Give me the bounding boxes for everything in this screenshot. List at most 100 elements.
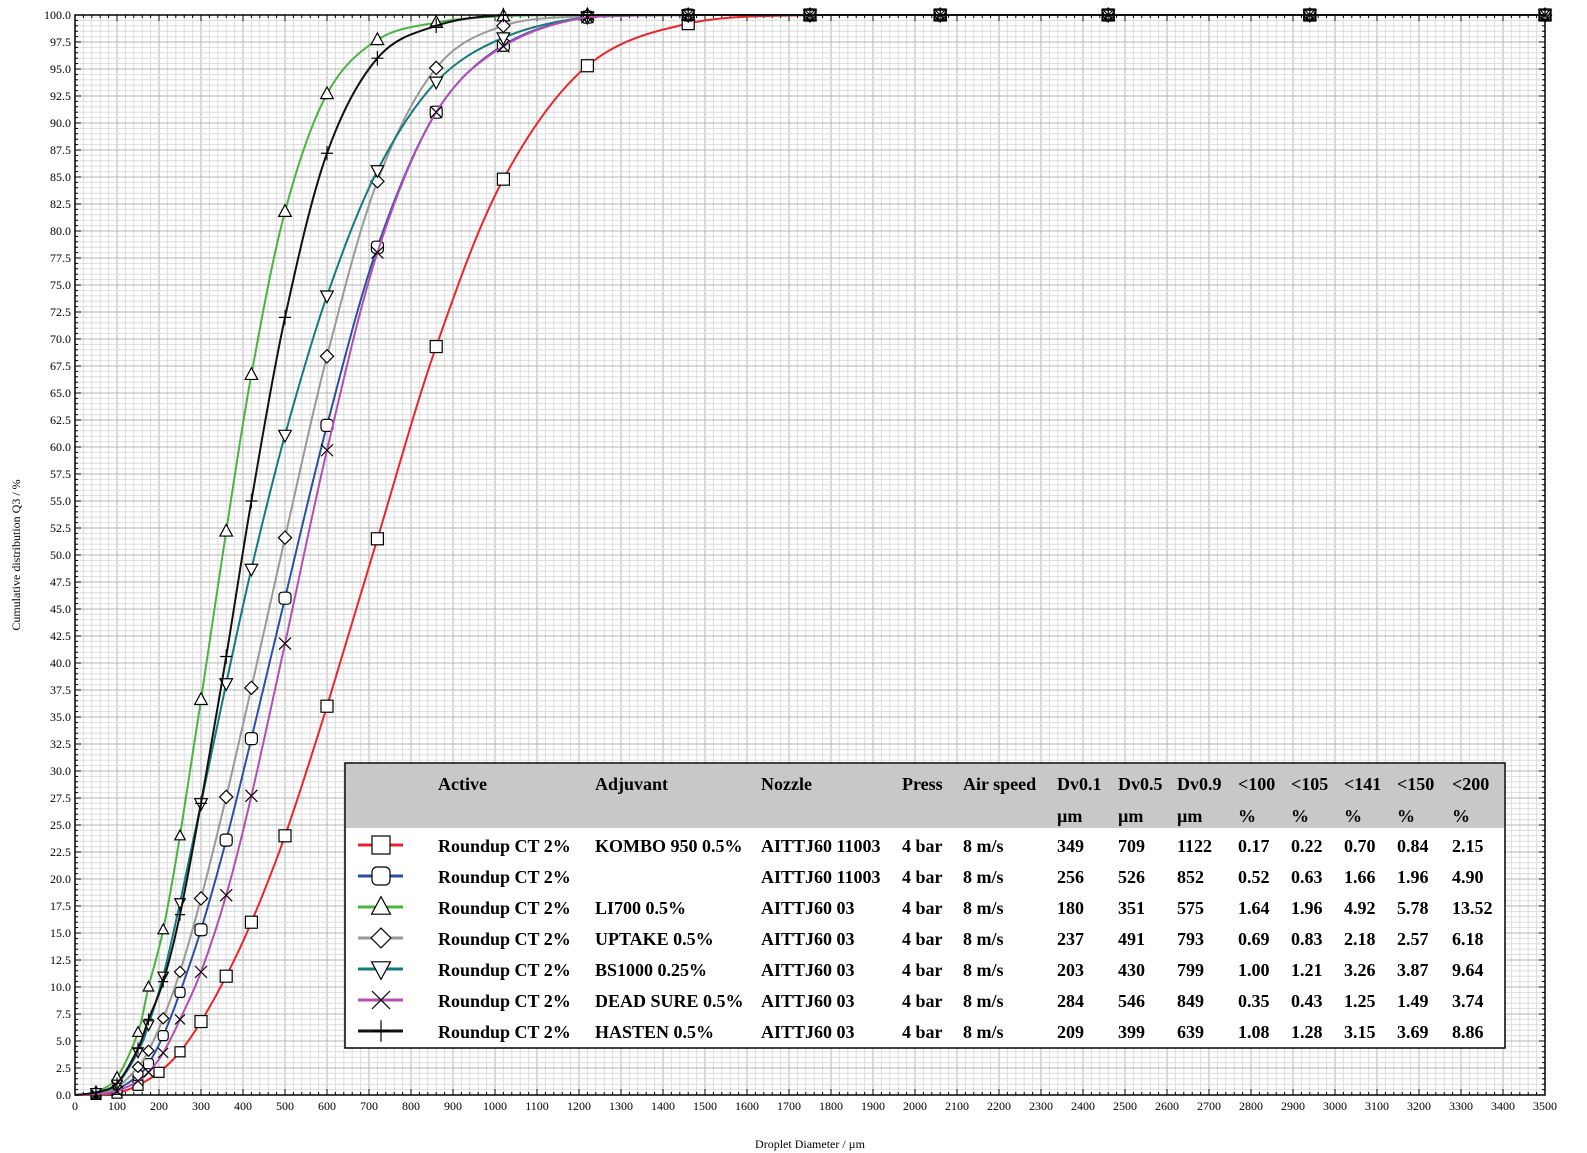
x-tick-label: 3200 [1407,1099,1431,1113]
legend-cell: AITTJ60 03 [761,960,855,980]
y-tick-label: 25.0 [50,818,71,832]
data-point [245,493,258,509]
legend-cell: 4 bar [902,960,943,980]
x-tick-label: 400 [234,1099,252,1113]
legend-unit-cell: % [1452,806,1470,826]
y-tick-label: 17.5 [50,899,71,913]
data-point [370,165,385,179]
legend-cell: 3.15 [1344,1022,1376,1042]
legend-cell: 0.52 [1238,867,1270,887]
legend-cell: 1.64 [1238,898,1270,918]
legend-cell: 4 bar [902,836,943,856]
data-point [428,60,444,76]
x-tick-label: 1100 [525,1099,549,1113]
legend-marker [371,866,391,886]
legend-cell: LI700 0.5% [595,898,686,918]
legend-cell: Roundup CT 2% [438,1022,571,1042]
y-tick-label: 57.5 [50,467,71,481]
legend-cell: 491 [1118,929,1145,949]
legend-cell: 180 [1057,898,1084,918]
data-point [1102,7,1115,23]
legend-cell: 399 [1118,1022,1145,1042]
data-point [174,1013,186,1025]
x-tick-label: 800 [402,1099,420,1113]
legend-cell: 4 bar [902,867,943,887]
y-tick-label: 90.0 [50,116,71,130]
x-tick-label: 500 [276,1099,294,1113]
legend-cell: UPTAKE 0.5% [595,929,714,949]
legend-cell: AITTJ60 03 [761,898,855,918]
legend-cell: 0.69 [1238,929,1270,949]
data-point [581,7,594,23]
data-point [218,523,234,537]
legend-cell: 0.70 [1344,836,1376,856]
legend-cell: 0.84 [1397,836,1429,856]
data-point [193,890,209,906]
data-point [243,680,259,696]
legend-cell: 4.90 [1452,867,1484,887]
y-tick-label: 65.0 [50,386,71,400]
data-point [132,1075,144,1087]
legend-cell: HASTEN 0.5% [595,1022,714,1042]
data-point [143,1066,154,1078]
x-tick-label: 2300 [1029,1099,1053,1113]
data-point [157,1047,169,1059]
y-tick-label: 75.0 [50,278,71,292]
legend-cell: Roundup CT 2% [438,991,571,1011]
series-7 [74,7,1551,1099]
legend-cell: 793 [1177,929,1204,949]
x-tick-label: 1400 [651,1099,675,1113]
legend-header-cell: <200 [1452,774,1489,794]
data-point [244,563,259,578]
legend-cell: 6.18 [1452,929,1484,949]
legend-cell: 3.87 [1397,960,1429,980]
x-tick-label: 2700 [1197,1099,1221,1113]
legend-cell: 0.43 [1291,991,1323,1011]
legend-cell: AITTJ60 11003 [761,867,881,887]
x-tick-label: 2500 [1113,1099,1137,1113]
y-tick-label: 82.5 [50,197,71,211]
y-tick-label: 2.5 [56,1061,71,1075]
y-tick-label: 50.0 [50,548,71,562]
legend-header-cell: Nozzle [761,774,812,794]
legend-cell: 8 m/s [963,1022,1004,1042]
x-tick-label: 0 [72,1099,78,1113]
x-tick-label: 1500 [693,1099,717,1113]
x-tick-label: 900 [444,1099,462,1113]
y-tick-label: 47.5 [50,575,71,589]
data-point [319,85,335,100]
legend-cell: KOMBO 950 0.5% [595,836,743,856]
legend-cell: 849 [1177,991,1204,1011]
y-tick-label: 97.5 [50,35,71,49]
data-point [321,146,333,161]
legend-cell: 1.25 [1344,991,1376,1011]
data-point [277,203,293,217]
legend-cell: Roundup CT 2% [438,929,571,949]
legend-cell: 4.92 [1344,898,1376,918]
x-tick-label: 1700 [777,1099,801,1113]
data-point [496,172,510,186]
data-point [1303,7,1316,23]
data-point [218,789,234,805]
data-point [278,829,292,843]
legend-cell: 799 [1177,960,1204,980]
legend-cell: 209 [1057,1022,1084,1042]
data-point [279,310,291,325]
data-point [112,1077,122,1090]
data-point [244,789,258,803]
x-tick-label: 1200 [567,1099,591,1113]
y-tick-label: 37.5 [50,683,71,697]
legend-header-cell: <105 [1291,774,1328,794]
legend-marker [370,961,392,981]
x-tick-label: 2100 [945,1099,969,1113]
x-tick-label: 2000 [903,1099,927,1113]
legend-marker [372,1020,390,1042]
y-tick-label: 72.5 [50,305,71,319]
legend-cell: 9.64 [1452,960,1484,980]
x-tick-label: 1900 [861,1099,885,1113]
y-tick-label: 15.0 [50,926,71,940]
legend-cell: 349 [1057,836,1084,856]
legend-cell: 4 bar [902,898,943,918]
legend-cell: DEAD SURE 0.5% [595,991,744,1011]
data-point [193,691,209,706]
